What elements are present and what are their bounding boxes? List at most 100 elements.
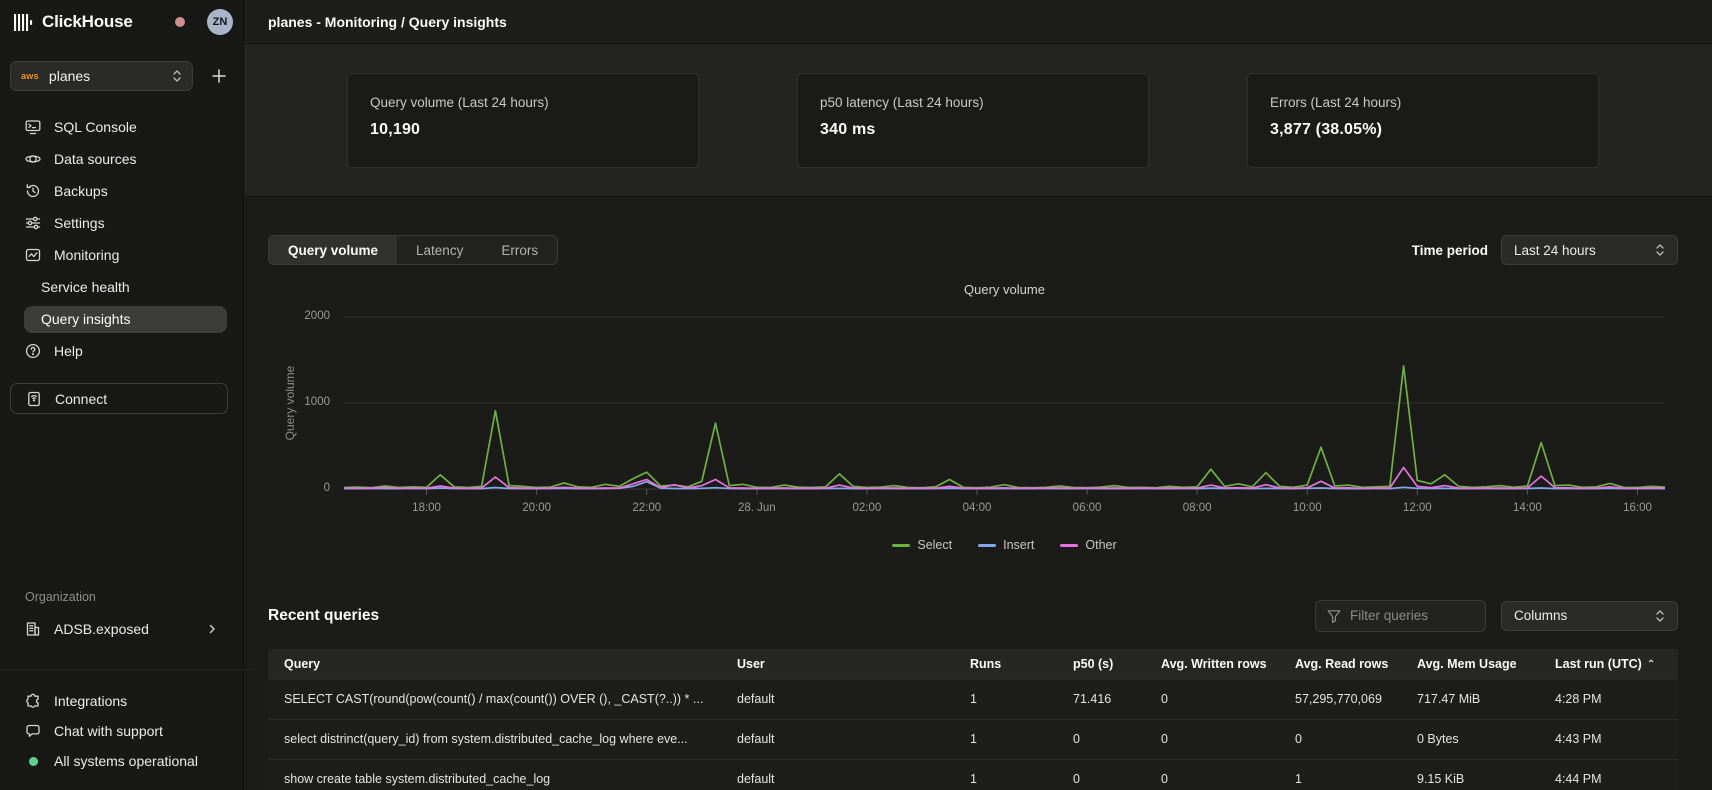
table-cell: 0 <box>1145 679 1279 719</box>
legend-item-select[interactable]: Select <box>892 538 952 552</box>
system-status-label: All systems operational <box>54 753 198 769</box>
table-cell: default <box>721 759 954 790</box>
stat-card-p50-latency: p50 latency (Last 24 hours) 340 ms <box>797 73 1149 168</box>
column-header-query[interactable]: Query <box>268 649 721 679</box>
table-cell: SELECT CAST(round(pow(count() / max(coun… <box>268 679 721 719</box>
recent-queries-title: Recent queries <box>268 607 379 625</box>
sidebar-item-label: Backups <box>54 183 108 199</box>
table-cell: default <box>721 679 954 719</box>
table-cell: 0 <box>1279 719 1401 759</box>
y-axis-tick: 0 <box>268 482 330 494</box>
connect-button[interactable]: Connect <box>10 383 228 414</box>
sidebar-item-integrations[interactable]: Integrations <box>10 686 233 716</box>
sliders-icon <box>25 215 41 231</box>
clickhouse-logo[interactable]: ClickHouse <box>14 12 133 32</box>
column-header-runs[interactable]: Runs <box>954 649 1057 679</box>
system-status[interactable]: All systems operational <box>10 746 233 776</box>
table-cell: 0 <box>1057 719 1145 759</box>
legend-item-insert[interactable]: Insert <box>978 538 1034 552</box>
sidebar-item-chat-support[interactable]: Chat with support <box>10 716 233 746</box>
sidebar: ClickHouse ZN aws planes SQL Console <box>0 0 244 790</box>
stat-label: p50 latency (Last 24 hours) <box>820 95 1126 110</box>
sidebar-item-service-health[interactable]: Service health <box>10 271 233 303</box>
stat-label: Errors (Last 24 hours) <box>1270 95 1576 110</box>
svg-text:28. Jun: 28. Jun <box>738 502 776 514</box>
aws-icon: aws <box>21 71 39 81</box>
chevron-updown-icon <box>1655 243 1665 257</box>
service-status-dot <box>175 17 185 27</box>
table-cell: 71.416 <box>1057 679 1145 719</box>
column-header-user[interactable]: User <box>721 649 954 679</box>
table-row[interactable]: select distrinct(query_id) from system.d… <box>268 719 1678 759</box>
backup-restore-icon <box>25 183 41 199</box>
table-row[interactable]: show create table system.distributed_cac… <box>268 759 1678 790</box>
stat-card-query-volume: Query volume (Last 24 hours) 10,190 <box>347 73 699 168</box>
table-cell: 4:28 PM <box>1539 679 1678 719</box>
sidebar-item-label: Query insights <box>41 311 130 327</box>
table-cell: 0 <box>1145 759 1279 790</box>
y-axis-tick: 2000 <box>268 310 330 322</box>
table-cell: 57,295,770,069 <box>1279 679 1401 719</box>
sidebar-item-sql-console[interactable]: SQL Console <box>10 111 233 143</box>
sidebar-item-data-sources[interactable]: Data sources <box>10 143 233 175</box>
sidebar-item-settings[interactable]: Settings <box>10 207 233 239</box>
sidebar-item-backups[interactable]: Backups <box>10 175 233 207</box>
stat-value: 3,877 (38.05%) <box>1270 121 1576 139</box>
column-header-last-run-utc[interactable]: Last run (UTC)⌃ <box>1539 649 1678 679</box>
sidebar-item-label: Settings <box>54 215 105 231</box>
sidebar-item-monitoring[interactable]: Monitoring <box>10 239 233 271</box>
sidebar-item-label: SQL Console <box>54 119 137 135</box>
svg-text:02:00: 02:00 <box>853 502 882 514</box>
select-series-swatch <box>892 544 910 547</box>
table-cell: 1 <box>954 759 1057 790</box>
sidebar-item-label: Monitoring <box>54 247 119 263</box>
breadcrumb: planes - Monitoring / Query insights <box>268 14 507 30</box>
other-series-swatch <box>1060 544 1078 547</box>
tab-latency[interactable]: Latency <box>397 236 482 264</box>
table-cell: default <box>721 719 954 759</box>
organization-switcher[interactable]: ADSB.exposed <box>10 613 233 645</box>
svg-text:04:00: 04:00 <box>963 502 992 514</box>
sidebar-item-query-insights[interactable]: Query insights <box>24 306 227 333</box>
service-selector[interactable]: aws planes <box>10 61 193 91</box>
table-cell: 4:44 PM <box>1539 759 1678 790</box>
column-header-avg-mem-usage[interactable]: Avg. Mem Usage <box>1401 649 1539 679</box>
puzzle-icon <box>25 693 41 709</box>
terminal-icon <box>25 119 41 135</box>
legend-label: Select <box>917 538 952 552</box>
filter-queries-input[interactable] <box>1350 608 1460 623</box>
sort-ascending-icon: ⌃ <box>1647 659 1655 670</box>
connect-label: Connect <box>55 391 107 407</box>
chart-legend: Select Insert Other <box>344 536 1665 554</box>
organization-name: ADSB.exposed <box>54 621 149 637</box>
table-cell: show create table system.distributed_cac… <box>268 759 721 790</box>
clickhouse-logo-icon <box>14 14 33 31</box>
svg-text:12:00: 12:00 <box>1403 502 1432 514</box>
legend-item-other[interactable]: Other <box>1060 538 1116 552</box>
chat-support-label: Chat with support <box>54 723 163 739</box>
columns-select[interactable]: Columns <box>1501 601 1678 631</box>
column-header-p50-s[interactable]: p50 (s) <box>1057 649 1145 679</box>
table-cell: 0 Bytes <box>1401 719 1539 759</box>
organization-section-label: Organization <box>10 590 233 604</box>
column-header-avg-read-rows[interactable]: Avg. Read rows <box>1279 649 1401 679</box>
table-header-row: QueryUserRunsp50 (s)Avg. Written rowsAvg… <box>268 649 1678 679</box>
help-icon <box>25 343 41 359</box>
column-header-avg-written-rows[interactable]: Avg. Written rows <box>1145 649 1279 679</box>
stat-card-errors: Errors (Last 24 hours) 3,877 (38.05%) <box>1247 73 1599 168</box>
svg-text:22:00: 22:00 <box>632 502 661 514</box>
columns-label: Columns <box>1514 608 1567 623</box>
tab-errors[interactable]: Errors <box>482 236 557 264</box>
metric-tabs: Query volume Latency Errors <box>268 235 558 265</box>
table-row[interactable]: SELECT CAST(round(pow(count() / max(coun… <box>268 679 1678 719</box>
add-service-button[interactable] <box>211 68 227 84</box>
svg-text:10:00: 10:00 <box>1293 502 1322 514</box>
connect-icon <box>26 391 42 407</box>
tab-query-volume[interactable]: Query volume <box>269 236 397 264</box>
sidebar-item-label: Data sources <box>54 151 136 167</box>
legend-label: Other <box>1085 538 1116 552</box>
user-avatar[interactable]: ZN <box>207 9 233 35</box>
sidebar-item-help[interactable]: Help <box>10 335 233 367</box>
time-period-select[interactable]: Last 24 hours <box>1501 235 1678 265</box>
table-cell: 1 <box>954 679 1057 719</box>
